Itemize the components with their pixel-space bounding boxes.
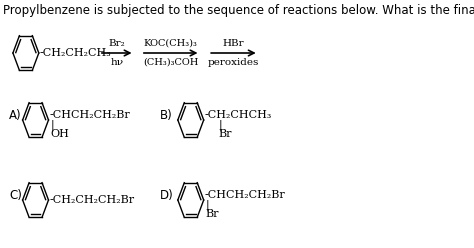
Text: -CH₂CH₂CH₃: -CH₂CH₂CH₃ — [39, 48, 111, 58]
Text: A): A) — [9, 109, 22, 122]
Text: HBr: HBr — [223, 39, 244, 48]
Text: |: | — [50, 119, 54, 131]
Text: D): D) — [160, 188, 174, 201]
Text: OH: OH — [50, 129, 69, 139]
Text: peroxides: peroxides — [208, 58, 259, 67]
Text: -CHCH₂CH₂Br: -CHCH₂CH₂Br — [49, 110, 130, 120]
Text: -CH₂CHCH₃: -CH₂CHCH₃ — [204, 110, 272, 120]
Text: |: | — [206, 199, 209, 211]
Text: Br: Br — [206, 209, 219, 219]
Text: -CH₂CH₂CH₂Br: -CH₂CH₂CH₂Br — [49, 195, 134, 205]
Text: hν: hν — [110, 58, 123, 67]
Text: Propylbenzene is subjected to the sequence of reactions below. What is the final: Propylbenzene is subjected to the sequen… — [2, 4, 474, 17]
Text: KOC(CH₃)₃: KOC(CH₃)₃ — [144, 39, 198, 48]
Text: B): B) — [160, 109, 173, 122]
Text: Br₂: Br₂ — [109, 39, 125, 48]
Text: C): C) — [9, 188, 22, 201]
Text: -CHCH₂CH₂Br: -CHCH₂CH₂Br — [204, 190, 285, 200]
Text: |: | — [219, 119, 222, 131]
Text: Br: Br — [219, 129, 232, 139]
Text: (CH₃)₃COH: (CH₃)₃COH — [143, 58, 199, 67]
